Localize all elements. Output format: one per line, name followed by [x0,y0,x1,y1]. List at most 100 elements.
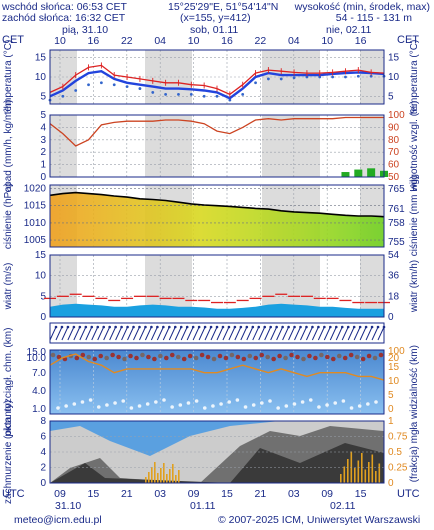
cloud-top-mark [235,354,241,360]
wind-speed-area [50,303,384,317]
cloud-top-mark [86,354,92,360]
cloud-base-mark [186,401,191,405]
cloud-base-mark [276,406,280,410]
cloudcover-ytick-left: 4 [40,447,46,458]
visibility-ytick-right: 20 [388,353,400,364]
wind-direction-arrow [61,326,69,341]
dew-point-mark [279,77,283,81]
cloud-base-mark [64,404,68,408]
cloudbase-ytick-left: 7.0 [32,368,46,379]
cloudbase-ytick-left: 1.0 [32,404,46,415]
top-hour-label: 10 [188,35,200,47]
cloud-top-mark [301,356,306,362]
wind-direction-arrowhead [311,325,314,329]
wind-direction-arrowhead [126,325,129,329]
temp-ytick-right: 5 [388,91,394,102]
wind-ytick-left: 5 [40,291,46,302]
wind-direction-arrow [347,326,355,341]
visibility-line [49,353,385,381]
fog-fraction-bar [368,462,370,483]
wind-ytick-left: 0 [40,312,46,323]
coordinates-text: 15°25'29"E, 51°54'14"N [168,1,279,13]
press-ylabel-right: ciśnienie (mm Hg) [409,176,420,257]
dew-point-mark [112,83,116,87]
precip-ytick-left: 4 [40,122,46,133]
top-hour-label: 22 [255,35,267,47]
wind-direction-arrowhead [305,325,308,329]
cloud-base-mark [202,406,207,410]
fog-fraction-bar [354,468,356,483]
fog-fraction-bar [154,462,156,483]
wind-direction-arrowhead [108,325,111,329]
cloud-top-mark [223,355,229,361]
wind-direction-arrow [73,326,81,341]
bottom-date-3: 02.11 [330,500,356,512]
bottom-hour-label: 21 [255,488,267,500]
cet-label-left: CET [2,34,24,46]
fog-fraction-bar [163,463,165,483]
cloudcover-ytick-left: 0 [40,478,46,489]
wind-direction-arrowhead [84,325,88,329]
cloud-base-mark [366,402,370,406]
wind-direction-arrowhead [239,325,243,329]
cloud-base-mark [284,404,289,408]
wind-border [49,254,385,318]
wind-direction-arrowhead [376,325,380,329]
wind-direction-arrowhead [263,325,267,329]
precip-night-band [360,115,384,177]
cloud-base-mark [129,406,134,410]
wind-direction-arrowhead [251,325,255,329]
wind-direction-arrowhead [96,325,100,329]
cloud-top-mark [146,354,151,360]
cloud-top-mark [169,352,175,358]
wind-ytick-right: 0 [388,312,394,323]
cloud-top-mark [199,352,205,358]
wind-direction-arrowhead [358,325,362,329]
cloud-top-mark [98,353,104,359]
cloudcover-ytick-left: 6 [40,432,46,443]
press-ytick-left: 1005 [24,235,47,246]
wind-direction-arrow [353,326,361,341]
fog-ylabel-right: (frakcja) mgła [409,421,420,482]
copyright-text: © 2007-2025 ICM, Uniwersytet Warszawski [218,514,421,526]
precip-ylabel-left: opad (mm/h, kg/m²h) [3,100,14,193]
wind-direction-arrow [150,326,158,341]
cloudcover-ytick-left: 2 [40,463,46,474]
bottom-date-1: 31.10 [55,500,81,512]
precip-night-band [262,115,320,177]
top-hour-label: 04 [154,35,166,47]
press-ytick-right: 761 [388,204,405,215]
dew-point-mark [202,94,206,98]
wind-direction-arrowhead [233,325,237,329]
press-ytick-left: 1015 [24,201,47,212]
cloud-top-mark [247,353,253,359]
fog-fraction-bar [151,467,153,483]
temp-night-band [145,50,192,104]
wind-ytick-right: 54 [388,250,400,261]
cloud-base-mark [349,406,354,410]
wind-direction-arrowhead [215,325,219,329]
wind-direction-arrow [300,326,307,341]
wind-ytick-left: 10 [35,271,47,282]
cloud-base-mark [145,402,150,406]
wind-direction-arrowhead [197,325,201,329]
cloud-base-mark [251,403,256,407]
wind-direction-arrowhead [317,325,320,329]
fog-fraction-bar [166,474,168,483]
wind-direction-arrowhead [340,325,344,329]
grid-point-text: (x=155, y=412) [180,12,251,24]
cloud-top-mark [336,353,342,359]
cloud-top-mark [378,352,384,358]
wind-direction-arrowhead [162,325,165,329]
fog-ytick-right: 0.25 [388,463,408,474]
dew-point-mark [74,89,78,92]
temp-ytick-left: 10 [35,72,47,83]
top-hour-label: 10 [54,35,66,47]
wind-direction-arrow [323,326,331,341]
cloud-top-mark [366,353,372,359]
dew-point-mark [125,85,129,89]
contact-email[interactable]: meteo@icm.edu.pl [14,514,102,526]
cloudbase-ytick-left: 4.0 [32,386,46,397]
cloud-top-mark [307,353,312,359]
precip-bg [50,115,384,177]
